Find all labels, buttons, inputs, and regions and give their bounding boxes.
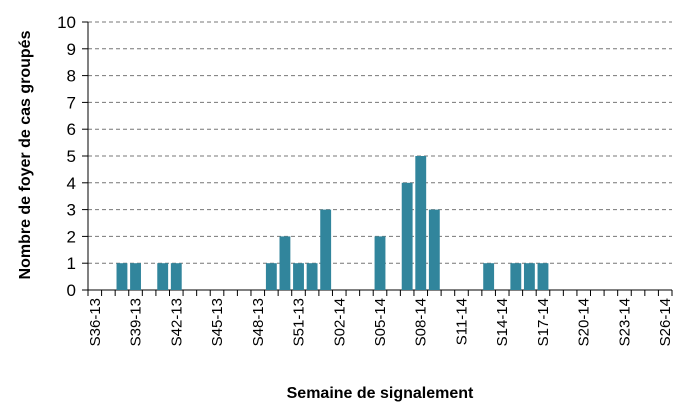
bar bbox=[428, 209, 440, 290]
x-tick-label: S39-13 bbox=[128, 298, 145, 346]
bar bbox=[401, 182, 413, 290]
bar bbox=[157, 263, 169, 290]
x-tick-label: S26-14 bbox=[657, 298, 674, 346]
x-tick-label: S20-14 bbox=[576, 298, 593, 346]
y-tick-label: 1 bbox=[67, 254, 76, 273]
x-tick-label: S14-14 bbox=[494, 298, 511, 346]
y-tick-label: 4 bbox=[67, 174, 76, 193]
bar bbox=[537, 263, 549, 290]
bar bbox=[170, 263, 182, 290]
y-tick-label: 10 bbox=[57, 13, 76, 32]
y-tick-label: 7 bbox=[67, 93, 76, 112]
x-tick-label: S05-14 bbox=[372, 298, 389, 346]
x-tick-label: S48-13 bbox=[250, 298, 267, 346]
y-tick-label: 0 bbox=[67, 281, 76, 300]
x-tick-label: S08-14 bbox=[413, 298, 430, 346]
bar bbox=[483, 263, 495, 290]
x-axis-title: Semaine de signalement bbox=[287, 385, 474, 402]
bar bbox=[293, 263, 304, 290]
x-tick-label: S17-14 bbox=[535, 298, 552, 346]
x-tick-label: S51-13 bbox=[291, 298, 308, 346]
bar bbox=[116, 263, 128, 290]
y-tick-label: 3 bbox=[67, 201, 76, 220]
bar bbox=[279, 236, 291, 290]
y-tick-label: 2 bbox=[67, 227, 76, 246]
bar bbox=[415, 156, 427, 290]
y-tick-label: 6 bbox=[67, 120, 76, 139]
bar bbox=[374, 236, 386, 290]
y-tick-label: 5 bbox=[67, 147, 76, 166]
x-tick-label: S45-13 bbox=[209, 298, 226, 346]
y-tick-label: 9 bbox=[67, 40, 76, 59]
y-tick-label: 8 bbox=[67, 67, 76, 86]
bar bbox=[510, 263, 522, 290]
x-tick-label: S11-14 bbox=[453, 298, 470, 345]
bar bbox=[523, 263, 535, 290]
y-axis-title: Nombre de foyer de cas groupés bbox=[17, 30, 34, 279]
x-tick-label: S02-14 bbox=[331, 298, 348, 346]
bar bbox=[320, 209, 332, 290]
bar bbox=[306, 263, 318, 290]
x-tick-label: S23-14 bbox=[616, 298, 633, 346]
x-tick-label: S36-13 bbox=[87, 298, 104, 346]
x-tick-label: S42-13 bbox=[168, 298, 185, 346]
bar bbox=[130, 263, 141, 290]
bar bbox=[265, 263, 277, 290]
